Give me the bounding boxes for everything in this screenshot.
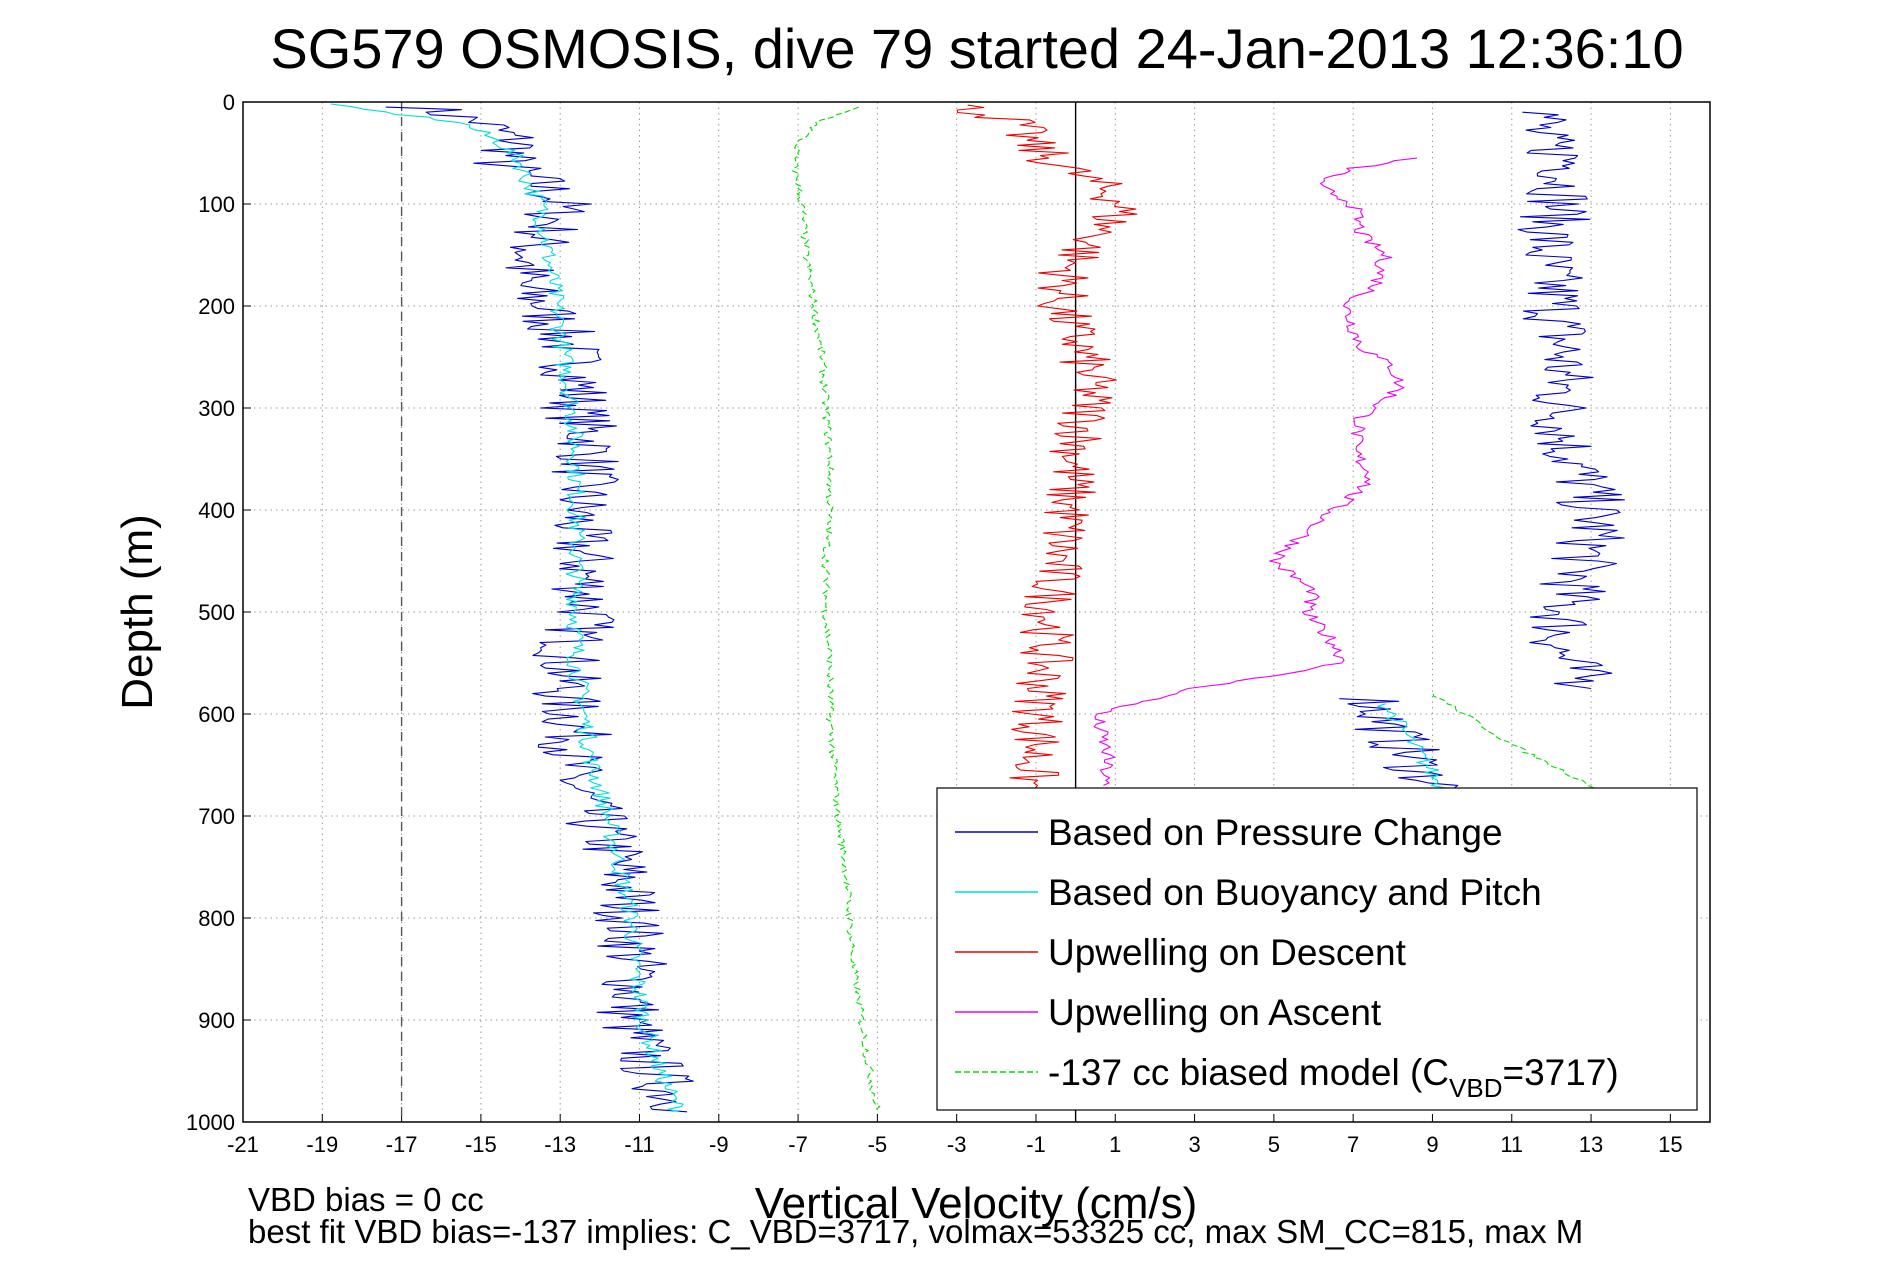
legend-label: Upwelling on Descent — [1048, 932, 1407, 973]
x-tick-label: -3 — [947, 1132, 967, 1157]
y-tick-label: 400 — [198, 498, 235, 523]
x-tick-label: -21 — [227, 1132, 259, 1157]
series-line — [791, 106, 881, 1113]
y-tick-label: 100 — [198, 192, 235, 217]
y-tick-label: 200 — [198, 294, 235, 319]
series-line — [956, 104, 1138, 797]
series-line — [1517, 111, 1625, 690]
legend-label: Based on Pressure Change — [1048, 812, 1503, 853]
chart-title: SG579 OSMOSIS, dive 79 started 24-Jan-20… — [270, 17, 1683, 80]
x-tick-label: -5 — [868, 1132, 888, 1157]
y-axis-label: Depth (m) — [113, 514, 162, 710]
y-tick-label: 700 — [198, 804, 235, 829]
y-tick-label: 600 — [198, 702, 235, 727]
x-tick-label: 5 — [1268, 1132, 1280, 1157]
x-tick-label: 3 — [1188, 1132, 1200, 1157]
x-tick-label: 1 — [1109, 1132, 1121, 1157]
y-tick-label: 800 — [198, 906, 235, 931]
x-tick-label: -15 — [465, 1132, 497, 1157]
legend: Based on Pressure Change Based on Buoyanc… — [936, 787, 1698, 1111]
x-tick-label: -11 — [624, 1132, 654, 1157]
y-tick-label: 900 — [198, 1008, 235, 1033]
series-line — [1432, 693, 1612, 797]
annotation-best-fit: best fit VBD bias=-137 implies: C_VBD=37… — [248, 1213, 1583, 1250]
tick-labels: -21 -19 -17 -15 -13 -11 -9 -7 -5 -3 -1 1 3 5 7 9 11 13 150… — [186, 90, 1683, 1157]
y-tick-label: 300 — [198, 396, 235, 421]
x-tick-label: -1 — [1026, 1132, 1046, 1157]
x-tick-label: -17 — [386, 1132, 418, 1157]
series-line — [385, 106, 694, 1113]
x-tick-label: -19 — [306, 1132, 338, 1157]
x-tick-label: -9 — [709, 1132, 729, 1157]
series-group — [330, 103, 1625, 1113]
x-tick-label: 11 — [1500, 1132, 1523, 1157]
x-tick-label: 15 — [1658, 1132, 1682, 1157]
series-line — [1093, 157, 1418, 786]
x-tick-label: -7 — [788, 1132, 808, 1157]
y-tick-label: 1000 — [186, 1110, 235, 1135]
legend-label: -137 cc biased model (CVBD=3717) — [1048, 1052, 1619, 1103]
x-axis-label: Vertical Velocity (cm/s) — [755, 1179, 1198, 1228]
y-tick-label: 500 — [198, 600, 235, 625]
legend-label: Upwelling on Ascent — [1048, 992, 1382, 1033]
annotation-vbd-bias: VBD bias = 0 cc — [248, 1181, 484, 1218]
legend-label: Based on Buoyancy and Pitch — [1048, 872, 1542, 913]
series-line — [330, 103, 684, 1113]
x-tick-label: -13 — [544, 1132, 576, 1157]
y-tick-label: 0 — [223, 90, 235, 115]
x-tick-label: 7 — [1347, 1132, 1359, 1157]
series-line — [1339, 698, 1459, 797]
x-tick-label: 9 — [1426, 1132, 1438, 1157]
legend-box — [936, 787, 1698, 1111]
x-tick-label: 13 — [1579, 1132, 1603, 1157]
plot-frame — [242, 101, 1711, 1123]
